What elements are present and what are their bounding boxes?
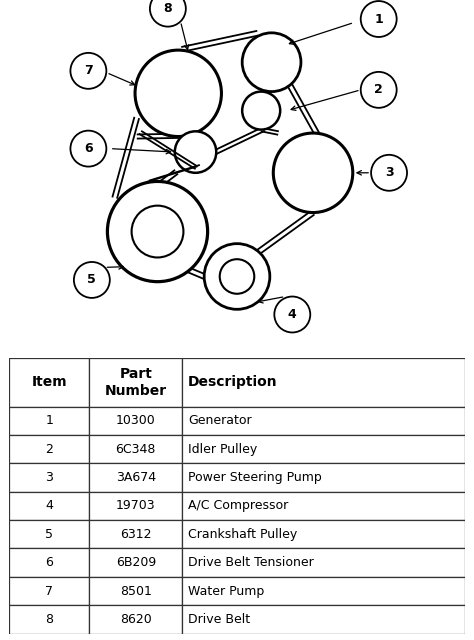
Text: Description: Description xyxy=(188,376,277,390)
Circle shape xyxy=(71,53,106,89)
Circle shape xyxy=(361,72,397,108)
Text: 6B209: 6B209 xyxy=(116,556,156,569)
Text: Power Steering Pump: Power Steering Pump xyxy=(188,471,321,484)
Bar xyxy=(9,605,89,634)
Text: Part
Number: Part Number xyxy=(105,367,167,397)
Circle shape xyxy=(242,33,301,92)
Text: 8620: 8620 xyxy=(120,613,152,626)
Circle shape xyxy=(175,131,216,173)
Text: 7: 7 xyxy=(46,584,53,598)
Text: 19703: 19703 xyxy=(116,499,155,513)
Text: 6312: 6312 xyxy=(120,528,152,541)
Bar xyxy=(89,492,182,520)
Text: Item: Item xyxy=(31,376,67,390)
Bar xyxy=(9,548,89,577)
Text: 8: 8 xyxy=(164,2,172,15)
Bar xyxy=(89,520,182,548)
Text: 1: 1 xyxy=(46,414,53,428)
Text: 8501: 8501 xyxy=(120,584,152,598)
Text: Drive Belt: Drive Belt xyxy=(188,613,250,626)
Circle shape xyxy=(108,181,208,282)
Circle shape xyxy=(71,131,106,166)
Bar xyxy=(9,492,89,520)
Circle shape xyxy=(361,1,397,37)
Circle shape xyxy=(132,205,183,257)
Circle shape xyxy=(242,92,280,129)
Text: 2: 2 xyxy=(374,83,383,97)
Text: Water Pump: Water Pump xyxy=(188,584,264,598)
Bar xyxy=(89,406,182,435)
Text: Drive Belt Tensioner: Drive Belt Tensioner xyxy=(188,556,314,569)
Text: 3A674: 3A674 xyxy=(116,471,156,484)
Text: A/C Compressor: A/C Compressor xyxy=(188,499,288,513)
Bar xyxy=(182,358,465,406)
Bar xyxy=(182,463,465,492)
Bar xyxy=(182,577,465,605)
Bar xyxy=(9,577,89,605)
Bar xyxy=(9,463,89,492)
Bar xyxy=(182,520,465,548)
Text: 5: 5 xyxy=(88,273,96,287)
Circle shape xyxy=(204,244,270,309)
Bar xyxy=(89,548,182,577)
Text: 10300: 10300 xyxy=(116,414,155,428)
Circle shape xyxy=(371,155,407,191)
Bar xyxy=(182,548,465,577)
Circle shape xyxy=(220,259,254,294)
Circle shape xyxy=(273,133,353,212)
Bar xyxy=(89,358,182,406)
Bar xyxy=(89,463,182,492)
Bar xyxy=(182,605,465,634)
Text: Crankshaft Pulley: Crankshaft Pulley xyxy=(188,528,297,541)
Circle shape xyxy=(74,262,110,298)
Bar xyxy=(89,435,182,463)
Text: 3: 3 xyxy=(385,166,393,179)
Circle shape xyxy=(150,0,186,27)
Text: 7: 7 xyxy=(84,65,93,77)
Text: 8: 8 xyxy=(46,613,53,626)
Text: Generator: Generator xyxy=(188,414,252,428)
Text: 6: 6 xyxy=(84,142,93,155)
Bar xyxy=(89,577,182,605)
Bar xyxy=(182,406,465,435)
Text: 2: 2 xyxy=(46,443,53,456)
Bar xyxy=(182,435,465,463)
Bar xyxy=(9,435,89,463)
Text: 4: 4 xyxy=(46,499,53,513)
Circle shape xyxy=(135,50,221,136)
Bar xyxy=(9,358,89,406)
Bar xyxy=(9,406,89,435)
Text: 3: 3 xyxy=(46,471,53,484)
Text: 6: 6 xyxy=(46,556,53,569)
Circle shape xyxy=(274,296,310,332)
Bar xyxy=(182,492,465,520)
Text: 5: 5 xyxy=(46,528,53,541)
Text: 1: 1 xyxy=(374,13,383,26)
Text: 6C348: 6C348 xyxy=(116,443,156,456)
Text: Idler Pulley: Idler Pulley xyxy=(188,443,257,456)
Bar xyxy=(9,520,89,548)
Text: 4: 4 xyxy=(288,308,297,321)
Bar xyxy=(89,605,182,634)
